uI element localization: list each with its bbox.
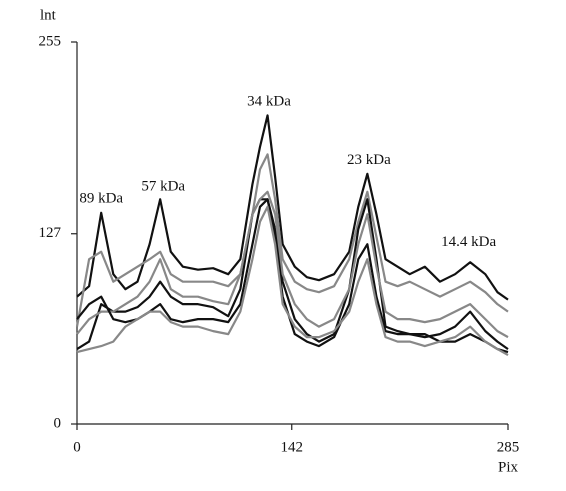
y-tick-label: 255 <box>39 33 62 49</box>
annotation: 34 kDa <box>247 93 291 109</box>
series-line <box>76 205 509 357</box>
series-line <box>76 198 509 354</box>
x-tick-label: 285 <box>497 439 520 455</box>
series-line <box>76 190 509 339</box>
annotation: 57 kDa <box>141 179 185 195</box>
annotation: 14.4 kDa <box>441 234 496 250</box>
annotation: 23 kDa <box>347 152 391 168</box>
x-axis-label: Pix <box>498 459 519 475</box>
x-tick-label: 142 <box>280 439 303 455</box>
annotation: 89 kDa <box>79 191 123 207</box>
x-tick-label: 0 <box>73 439 81 455</box>
y-axis-label: lnt <box>40 7 57 23</box>
series-line <box>76 198 509 350</box>
series-line <box>75 153 509 327</box>
y-tick-label: 0 <box>54 415 62 431</box>
series-line <box>76 114 509 301</box>
y-tick-label: 127 <box>39 225 62 241</box>
